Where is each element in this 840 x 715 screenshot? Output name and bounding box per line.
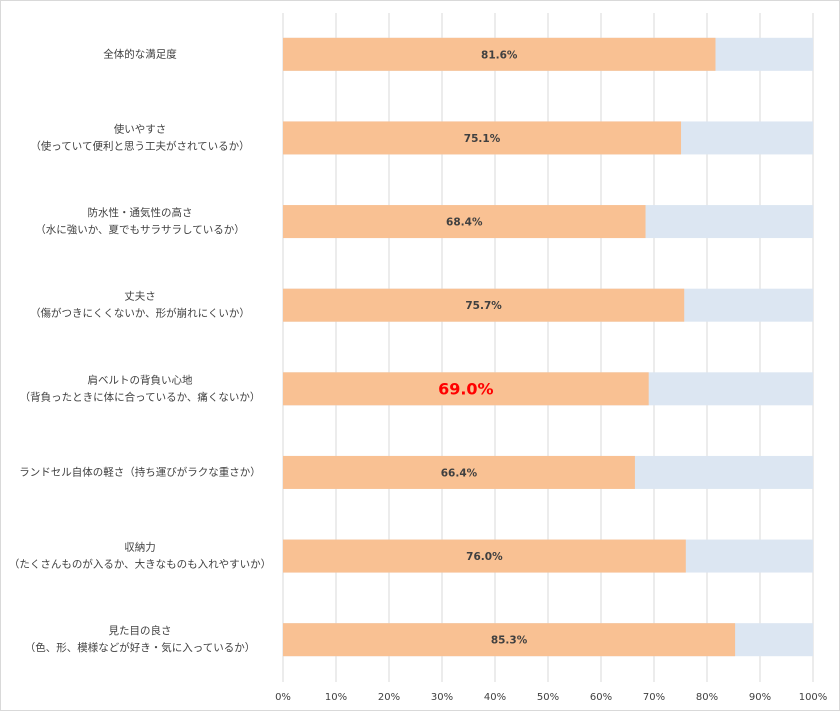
x-tick-label: 80% [696, 692, 718, 703]
category-label-line: 肩ベルトの背負い心地 [88, 373, 193, 386]
category-label-line: 収納力 [124, 541, 156, 554]
bar [283, 121, 682, 155]
data-label: 76.0% [466, 551, 503, 563]
data-label: 69.0% [438, 379, 494, 398]
x-tick-label: 60% [590, 692, 612, 703]
category-label-line: （使っていて便利と思う工夫がされているか） [30, 139, 249, 152]
category-label-line: 見た目の良さ [109, 624, 172, 637]
data-label: 85.3% [491, 635, 528, 647]
category-label: ランドセル自体の軽さ（持ち運びがラクな重さか） [19, 465, 261, 478]
category-label: 丈夫さ （傷がつきにくくないか、形が崩れにくいか） [30, 291, 250, 320]
bar [283, 288, 685, 322]
x-tick-label: 90% [749, 692, 771, 703]
data-label: 81.6% [481, 49, 518, 61]
category-label-line: （水に強いか、夏でもサラサラしているか） [35, 223, 244, 236]
data-label: 66.4% [441, 467, 478, 479]
category-label-line: ランドセル自体の軽さ（持ち運びがラクな重さか） [19, 465, 261, 478]
category-label-line: （背負ったときに体に合っているか、痛くないか） [20, 390, 261, 403]
x-tick-label: 50% [537, 692, 559, 703]
bar [283, 623, 736, 657]
category-label: 収納力 （たくさんものが入るか、大きなものも入れやすいか） [9, 541, 271, 571]
x-tick-label: 0% [275, 692, 291, 703]
category-label-line: （傷がつきにくくないか、形が崩れにくいか） [30, 307, 250, 320]
x-tick-label: 10% [325, 692, 347, 703]
x-tick-label: 30% [431, 692, 453, 703]
category-label: 防水性・通気性の高さ （水に強いか、夏でもサラサラしているか） [35, 206, 244, 236]
bar [283, 372, 649, 406]
category-label-line: 全体的な満足度 [103, 47, 177, 60]
x-tick-label: 70% [643, 692, 665, 703]
category-label-line: （色、形、模様などが好き・気に入っているか） [25, 641, 255, 654]
bar [283, 455, 635, 489]
data-label: 75.1% [464, 133, 501, 145]
category-label: 全体的な満足度 [103, 47, 177, 60]
bar [283, 37, 716, 71]
category-label-line: 丈夫さ [124, 291, 156, 303]
bar [283, 539, 686, 573]
category-label: 使いやすさ （使っていて便利と思う工夫がされているか） [30, 122, 249, 152]
x-tick-label: 100% [799, 692, 828, 703]
category-label-line: 防水性・通気性の高さ [88, 206, 193, 219]
category-label-line: （たくさんものが入るか、大きなものも入れやすいか） [9, 558, 271, 571]
data-label: 68.4% [446, 217, 483, 229]
x-tick-label: 40% [484, 692, 506, 703]
category-label: 肩ベルトの背負い心地 （背負ったときに体に合っているか、痛くないか） [20, 373, 261, 403]
bar [283, 205, 646, 239]
x-tick-label: 20% [378, 692, 400, 703]
category-label: 見た目の良さ （色、形、模様などが好き・気に入っているか） [25, 624, 255, 654]
category-label-line: 使いやすさ [114, 122, 167, 135]
data-label: 75.7% [465, 300, 502, 312]
